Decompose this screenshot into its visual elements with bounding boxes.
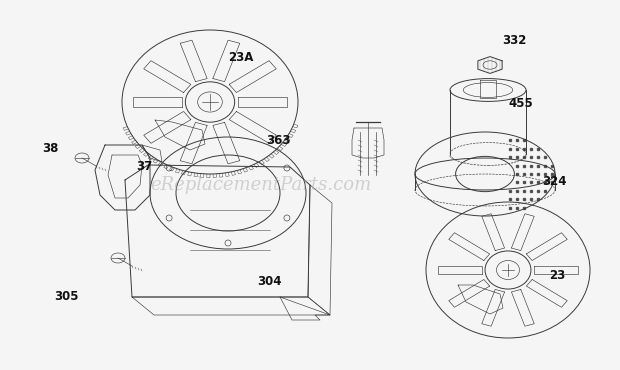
Text: 304: 304 [257,275,282,289]
Text: 37: 37 [136,160,153,173]
Text: 324: 324 [542,175,567,188]
Text: 455: 455 [508,97,533,110]
Text: 305: 305 [55,289,79,303]
Text: 363: 363 [267,134,291,147]
Text: eReplacementParts.com: eReplacementParts.com [150,176,371,194]
Text: 38: 38 [42,141,58,155]
Text: 332: 332 [502,34,526,47]
Text: 23A: 23A [228,51,254,64]
Text: 23: 23 [549,269,565,282]
